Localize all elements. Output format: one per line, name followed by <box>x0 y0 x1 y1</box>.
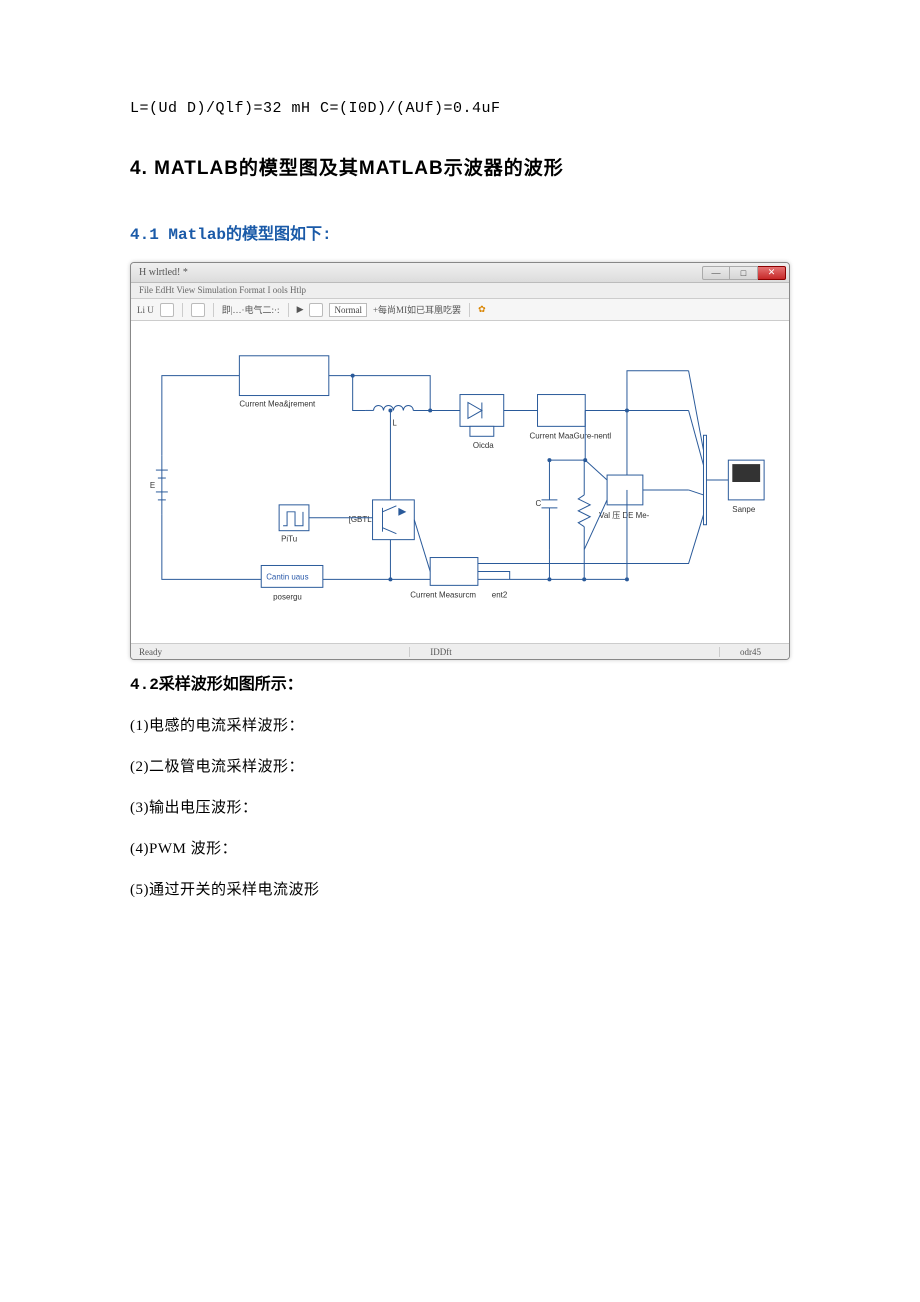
inductor-block: L <box>366 405 431 427</box>
current-measurement2-block: Current Measurcm ent2 <box>410 515 703 599</box>
window-title: H wlrtled! * <box>139 267 188 278</box>
simulation-mode-dropdown[interactable]: Normal <box>329 303 367 317</box>
current-measurement2-label-a: Current Measurcm <box>410 590 476 599</box>
dc-source-block: E <box>150 455 168 515</box>
minimize-button[interactable]: — <box>702 266 730 280</box>
formula-text: L=(Ud D)/Qlf)=32 mH C=(I0D)/(AUf)=0.4uF <box>130 100 790 117</box>
heading-4-2: 4.2采样波形如图所示： <box>130 670 790 694</box>
resistor-block <box>578 460 590 549</box>
dc-source-label: E <box>150 481 155 490</box>
simulink-canvas[interactable]: E Current Mea&jrement L <box>131 321 789 643</box>
toolbar-right-text: +每尚MI如已耳凰吃罢 <box>373 303 461 316</box>
statusbar: Ready IDDft odr45 <box>131 643 789 659</box>
svg-text:C: C <box>536 499 542 508</box>
toolbar[interactable]: Li U 即|…·电气二:·: ▶ Normal +每尚MI如已耳凰吃罢 ✿ <box>131 299 789 321</box>
open-icon[interactable] <box>160 303 174 317</box>
toolbar-left-text: Li U <box>137 305 154 315</box>
list-item-1: (1)电感的电流采样波形： <box>130 714 790 735</box>
pulse-label: PiTu <box>281 535 297 544</box>
voltage-measurement-label: Val 压 DE Me- <box>599 511 649 520</box>
window-titlebar: H wlrtled! * — □ ✕ <box>131 263 789 283</box>
current-measurement1-label: Current MaaGure-nentl <box>530 431 612 440</box>
current-measurement-block <box>239 356 328 396</box>
toolbar-mid-text: 即|…·电气二:·: <box>222 303 280 316</box>
diode-label: Oicda <box>473 441 494 450</box>
current-measurement2-label-b: ent2 <box>492 590 508 599</box>
voltage-measurement-block <box>607 475 643 505</box>
current-measurement1-block <box>538 395 586 427</box>
status-ready: Ready <box>139 647 162 657</box>
heading-4-1: 4.1 Matlab的模型图如下: <box>130 220 790 244</box>
igbt-label: [GBTL <box>349 515 373 524</box>
status-mid: IDDft <box>409 647 472 657</box>
gear-icon[interactable]: ✿ <box>478 304 486 315</box>
powergui-block: Cantin uaus posergu <box>261 565 323 601</box>
play-icon[interactable]: ▶ <box>297 304 304 315</box>
powergui-label: posergu <box>273 592 302 601</box>
block-diagram-svg: E Current Mea&jrement L <box>131 321 789 643</box>
scope-label: Sanpe <box>732 505 756 514</box>
menubar-text: File EdHt View Simulation Format I ools … <box>139 285 306 295</box>
current-measurement-label: Current Mea&jrement <box>239 399 316 408</box>
list-item-5: (5)通过开关的采样电流波形 <box>130 878 790 899</box>
capacitor-block: C <box>536 460 558 549</box>
igbt-block: [GBTL <box>349 408 415 579</box>
list-item-2: (2)二极管电流采样波形： <box>130 755 790 776</box>
scope-block: Sanpe <box>689 371 765 525</box>
status-right: odr45 <box>719 647 781 657</box>
menubar[interactable]: File EdHt View Simulation Format I ools … <box>131 283 789 299</box>
pulse-generator-block: PiTu <box>279 505 372 544</box>
diode-block: Oicda <box>460 395 504 451</box>
list-item-4: (4)PWM 波形： <box>130 837 790 858</box>
simulink-window: H wlrtled! * — □ ✕ File EdHt View Simula… <box>130 262 790 660</box>
maximize-button[interactable]: □ <box>730 266 758 280</box>
close-button[interactable]: ✕ <box>758 266 786 280</box>
heading-section-4: 4. MATLAB的模型图及其MATLAB示波器的波形 <box>130 153 790 180</box>
inductor-label: L <box>392 418 397 427</box>
list-item-3: (3)输出电压波形： <box>130 796 790 817</box>
print-icon[interactable] <box>191 303 205 317</box>
continuous-label: Cantin uaus <box>266 572 308 581</box>
stop-icon[interactable] <box>309 303 323 317</box>
